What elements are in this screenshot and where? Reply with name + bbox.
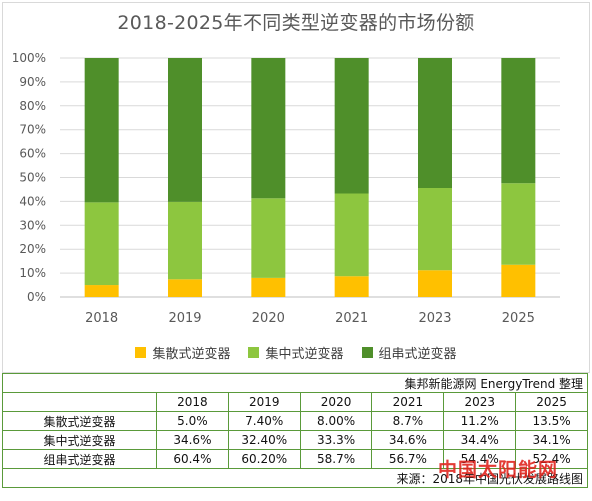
- table-source: 来源：2018年中国光伏发展路线图: [2, 468, 588, 488]
- table-header-cell: 2025: [515, 392, 588, 412]
- bar-segment-3-2025: [501, 58, 536, 184]
- table-row-label: 组串式逆变器: [2, 449, 157, 469]
- legend-label: 集散式逆变器: [152, 347, 231, 362]
- x-tick-label: 2025: [502, 311, 535, 326]
- chart-title: 2018-2025年不同类型逆变器的市场份额: [117, 12, 475, 34]
- y-tick-label: 10%: [19, 266, 46, 280]
- table-row: 集中式逆变器 34.6% 32.40% 33.3% 34.6% 34.4% 34.1%: [2, 430, 588, 450]
- legend-swatch: [135, 347, 147, 358]
- table-row-label: 集散式逆变器: [2, 411, 157, 431]
- table-cell: 13.5%: [515, 411, 588, 431]
- table-corner-cell: [2, 392, 157, 412]
- legend-label: 集中式逆变器: [265, 347, 344, 362]
- y-tick-label: 50%: [19, 171, 46, 185]
- table-header-cell: 2020: [299, 392, 373, 412]
- x-tick-label: 2018: [85, 311, 118, 326]
- y-tick-label: 40%: [19, 194, 46, 208]
- data-table-container: 集邦新能源网 EnergyTrend 整理 2018 2019 2020 2021 20…: [2, 373, 588, 488]
- legend-item: 集散式逆变器: [135, 343, 230, 362]
- table-header-cell: 2021: [371, 392, 445, 412]
- table-cell: 34.6%: [156, 430, 229, 450]
- table-cell: 34.6%: [371, 430, 445, 450]
- table-cell: 34.1%: [515, 430, 588, 450]
- table-cell: 60.20%: [227, 449, 301, 469]
- x-tick-label: 2021: [335, 311, 368, 326]
- table-cell: 8.7%: [371, 411, 445, 431]
- y-tick-label: 30%: [19, 218, 46, 232]
- bar-segment-1-2019: [168, 279, 202, 297]
- bar-segment-1-2025: [501, 264, 536, 297]
- table-cell: 11.2%: [443, 411, 517, 431]
- bar-segment-2-2019: [168, 201, 202, 280]
- legend-item: 组串式逆变器: [361, 343, 457, 362]
- y-tick-label: 60%: [19, 147, 46, 161]
- bar-segment-3-2020: [251, 58, 286, 199]
- x-tick-label: 2023: [418, 311, 451, 326]
- y-tick-label: 0%: [27, 290, 46, 304]
- bar-segment-2-2025: [501, 183, 536, 265]
- data-table: 集邦新能源网 EnergyTrend 整理 2018 2019 2020 2021 20…: [2, 373, 588, 488]
- bar-segment-2-2020: [251, 198, 286, 278]
- table-cell: 52.4%: [515, 449, 588, 469]
- bar-segment-3-2021: [334, 58, 369, 194]
- table-credit: 集邦新能源网 EnergyTrend 整理: [2, 373, 588, 393]
- table-header-cell: 2018: [156, 392, 229, 412]
- table-cell: 58.7%: [299, 449, 373, 469]
- table-credit-row: 集邦新能源网 EnergyTrend 整理: [2, 373, 588, 393]
- y-tick-label: 80%: [19, 99, 46, 113]
- x-tick-label: 2019: [168, 311, 201, 326]
- y-axis-ticks: 0% 10% 20% 30% 40% 50% 60% 70% 80% 90% 100%: [12, 51, 46, 304]
- legend-swatch: [248, 347, 260, 358]
- bar-segment-1-2021: [334, 276, 369, 297]
- bar-segment-3-2023: [418, 58, 452, 189]
- y-tick-label: 90%: [19, 75, 46, 89]
- table-cell: 32.40%: [227, 430, 301, 450]
- bar-segment-2-2023: [418, 188, 452, 271]
- table-cell: 60.4%: [156, 449, 229, 469]
- bar-segment-1-2023: [418, 270, 452, 297]
- table-source-row: 来源：2018年中国光伏发展路线图: [2, 468, 588, 488]
- table-header-cell: 2023: [443, 392, 517, 412]
- table-cell: 7.40%: [227, 411, 301, 431]
- bars: [84, 58, 536, 297]
- y-tick-label: 70%: [19, 123, 46, 137]
- table-row: 集散式逆变器 5.0% 7.40% 8.00% 8.7% 11.2% 13.5%: [2, 411, 588, 431]
- legend: 集散式逆变器 集中式逆变器 组串式逆变器: [0, 343, 592, 362]
- y-tick-label: 100%: [12, 51, 46, 65]
- table-cell: 33.3%: [299, 430, 373, 450]
- y-tick-label: 20%: [19, 242, 46, 256]
- x-axis-ticks: 2018 2019 2020 2021 2023 2025: [85, 311, 535, 326]
- bar-segment-3-2018: [84, 58, 119, 203]
- watermark: 中国太阳能网: [438, 459, 559, 481]
- bar-segment-3-2019: [168, 58, 202, 202]
- table-row-label: 集中式逆变器: [2, 430, 157, 450]
- legend-label: 组串式逆变器: [378, 347, 457, 362]
- table-cell: 56.7%: [371, 449, 445, 469]
- x-tick-label: 2020: [252, 311, 285, 326]
- table-cell: 5.0%: [156, 411, 229, 431]
- stacked-bar-chart: 0%10%20%30%40%50%60%70%80%90%100% 2018 20…: [12, 51, 560, 326]
- legend-item: 集中式逆变器: [248, 343, 344, 362]
- bar-segment-2-2021: [334, 193, 369, 277]
- table-cell: 34.4%: [443, 430, 517, 450]
- table-header-row: 2018 2019 2020 2021 2023 2025: [2, 392, 588, 412]
- legend-swatch: [361, 347, 373, 358]
- gridlines: [60, 57, 560, 298]
- table-cell: 8.00%: [299, 411, 373, 431]
- bar-segment-2-2018: [84, 202, 119, 286]
- bar-segment-1-2018: [84, 285, 119, 297]
- bar-segment-1-2020: [251, 277, 286, 297]
- table-header-cell: 2019: [227, 392, 301, 412]
